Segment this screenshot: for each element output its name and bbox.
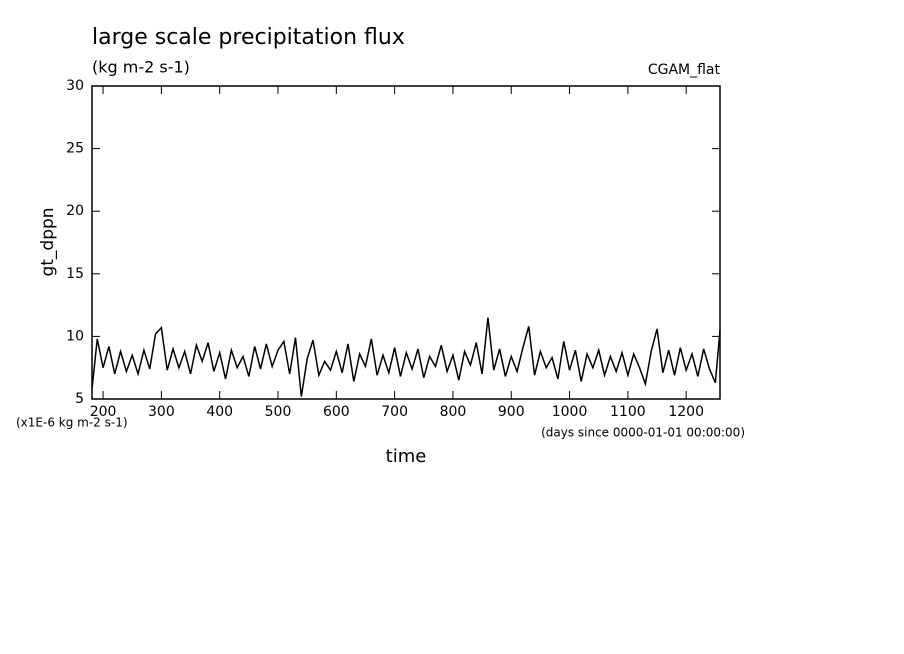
x-tick-label: 900 — [498, 404, 525, 420]
x-tick-label: 500 — [265, 404, 292, 420]
annotation: CGAM_flat — [648, 62, 721, 78]
chart-title: large scale precipitation flux — [92, 25, 405, 50]
x-tick-label: 200 — [90, 404, 117, 420]
chart-subtitle: (kg m-2 s-1) — [92, 58, 190, 77]
y-tick-label: 25 — [66, 141, 84, 157]
x-tick-label: 1000 — [552, 404, 588, 420]
y-axis-label: gt_dppn — [38, 207, 58, 276]
plot-frame — [91, 85, 721, 400]
x-tick-label: 600 — [323, 404, 350, 420]
y-tick-label: 20 — [66, 203, 84, 219]
x-tick-label: 700 — [381, 404, 408, 420]
y-tick-label: 5 — [75, 391, 84, 407]
y-tick-label: 15 — [66, 266, 84, 282]
x-units: (days since 0000-01-01 00:00:00) — [541, 426, 745, 440]
y-units: (x1E-6 kg m-2 s-1) — [16, 416, 128, 430]
data-line — [91, 317, 721, 397]
x-tick-label: 1200 — [668, 404, 704, 420]
x-tick-label: 300 — [148, 404, 175, 420]
x-tick-label: 400 — [206, 404, 233, 420]
y-tick-label: 30 — [66, 78, 84, 94]
x-tick-label: 800 — [440, 404, 467, 420]
x-axis-label: time — [386, 446, 427, 467]
y-tick-label: 10 — [66, 328, 84, 344]
x-tick-label: 1100 — [610, 404, 646, 420]
